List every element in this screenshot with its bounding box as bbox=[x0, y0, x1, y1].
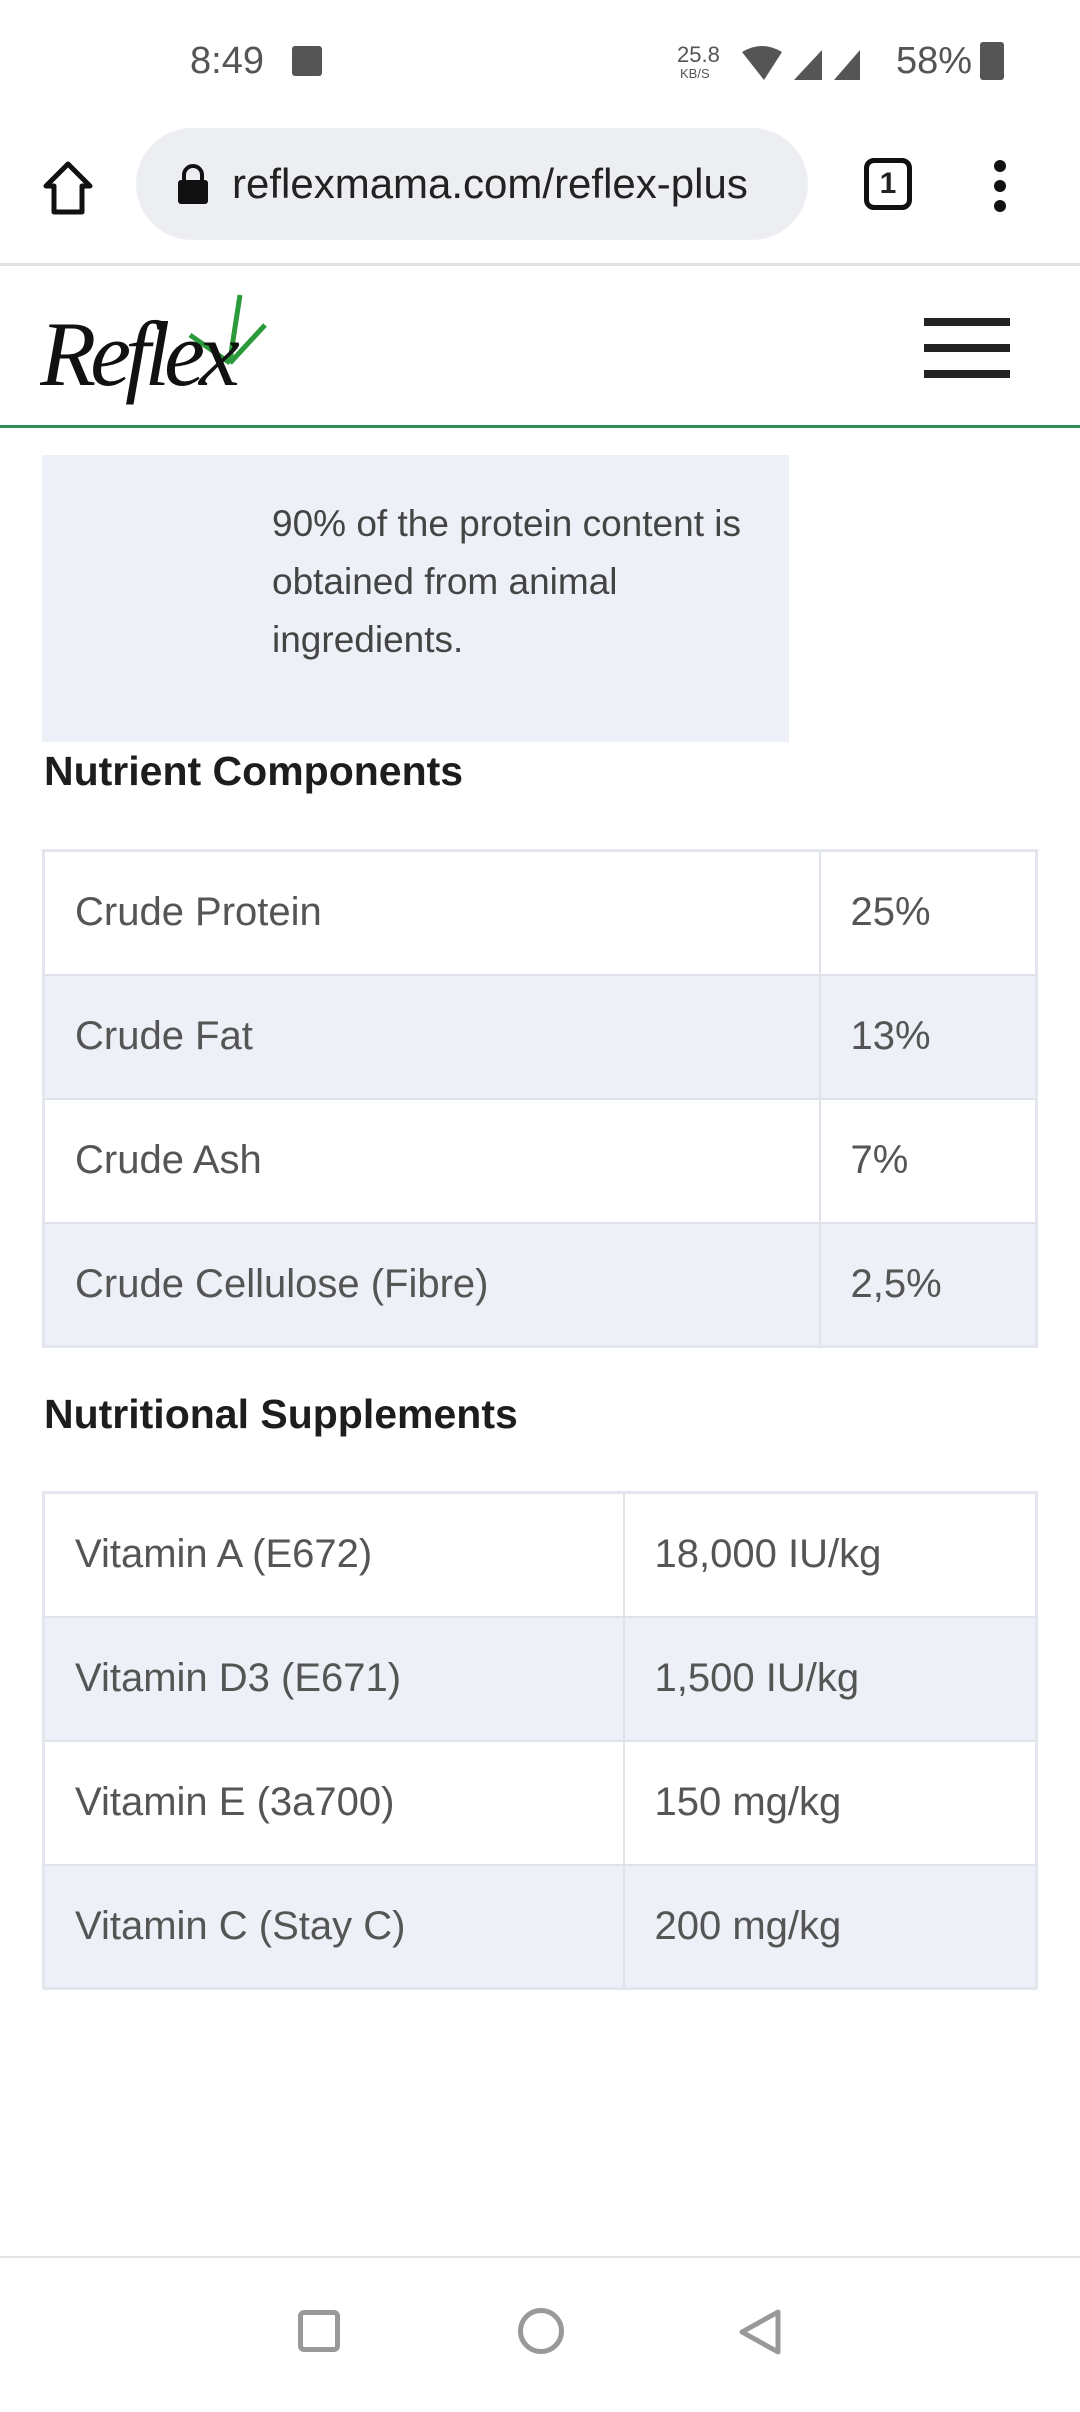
android-nav-bar bbox=[0, 2256, 1080, 2412]
hamburger-menu-icon[interactable] bbox=[924, 318, 1010, 380]
nutrient-name: Vitamin E (3a700) bbox=[42, 1739, 625, 1866]
nutrient-name: Crude Ash bbox=[42, 1097, 821, 1224]
nutrient-name: Crude Fat bbox=[42, 973, 821, 1100]
back-button[interactable] bbox=[738, 2308, 782, 2356]
nutrient-table: Crude Protein 25% Crude Fat 13% Crude Ash 7% C… bbox=[42, 849, 1038, 1348]
toolbar-divider bbox=[0, 263, 1080, 266]
nutritional-supplements-heading: Nutritional Supplements bbox=[44, 1391, 518, 1437]
table-row: Vitamin A (E672) 18,000 IU/kg bbox=[42, 1491, 1038, 1618]
nutrient-name: Vitamin D3 (E671) bbox=[42, 1615, 625, 1742]
nutrient-value: 18,000 IU/kg bbox=[622, 1491, 1038, 1618]
reflex-logo[interactable]: Reflex bbox=[39, 285, 270, 410]
nutrient-name: Vitamin C (Stay C) bbox=[42, 1863, 625, 1990]
lock-icon bbox=[178, 164, 208, 204]
supplements-table: Vitamin A (E672) 18,000 IU/kg Vitamin D3 (… bbox=[42, 1491, 1038, 1990]
url-text: reflexmama.com/reflex-plus bbox=[232, 160, 748, 207]
nutrient-value: 13% bbox=[818, 973, 1038, 1100]
nutrient-value: 7% bbox=[818, 1097, 1038, 1224]
table-row: Vitamin C (Stay C) 200 mg/kg bbox=[42, 1863, 1038, 1990]
table-row: Crude Ash 7% bbox=[42, 1097, 1038, 1224]
table-row: Crude Cellulose (Fibre) 2,5% bbox=[42, 1221, 1038, 1348]
nutrient-value: 2,5% bbox=[818, 1221, 1038, 1348]
protein-info-box: 90% of the protein content is obtained f… bbox=[42, 455, 789, 742]
home-icon[interactable] bbox=[42, 160, 94, 216]
address-bar[interactable]: reflexmama.com/reflex-plus bbox=[136, 128, 808, 240]
nutrient-components-heading: Nutrient Components bbox=[44, 748, 464, 794]
tab-switcher-button[interactable]: 1 bbox=[864, 158, 912, 210]
table-row: Crude Protein 25% bbox=[42, 849, 1038, 976]
header-accent-line bbox=[0, 425, 1080, 428]
nutrient-value: 1,500 IU/kg bbox=[622, 1615, 1038, 1742]
image-notification-icon bbox=[292, 46, 322, 76]
clock: 8:49 bbox=[190, 40, 264, 82]
home-nav-button[interactable] bbox=[518, 2308, 564, 2354]
svg-text:Reflex: Reflex bbox=[40, 303, 240, 405]
net-unit: KB/S bbox=[680, 66, 710, 81]
battery-icon bbox=[980, 42, 1004, 80]
nutrient-value: 200 mg/kg bbox=[622, 1863, 1038, 1990]
nutrient-name: Vitamin A (E672) bbox=[42, 1491, 625, 1618]
net-speed: 25.8 bbox=[677, 42, 720, 67]
nutrient-value: 150 mg/kg bbox=[622, 1739, 1038, 1866]
battery-percent: 58% bbox=[896, 40, 973, 82]
table-row: Vitamin D3 (E671) 1,500 IU/kg bbox=[42, 1615, 1038, 1742]
table-row: Crude Fat 13% bbox=[42, 973, 1038, 1100]
nutrient-value: 25% bbox=[818, 849, 1038, 976]
more-menu-icon[interactable] bbox=[988, 158, 1012, 214]
status-bar: 8:49 25.8 KB/S 58% bbox=[0, 0, 1080, 120]
protein-info-text: 90% of the protein content is obtained f… bbox=[272, 503, 741, 660]
table-row: Vitamin E (3a700) 150 mg/kg bbox=[42, 1739, 1038, 1866]
nutrient-name: Crude Cellulose (Fibre) bbox=[42, 1221, 821, 1348]
nutrient-name: Crude Protein bbox=[42, 849, 821, 976]
recents-button[interactable] bbox=[298, 2310, 340, 2352]
wifi-signal-icon bbox=[742, 46, 860, 80]
